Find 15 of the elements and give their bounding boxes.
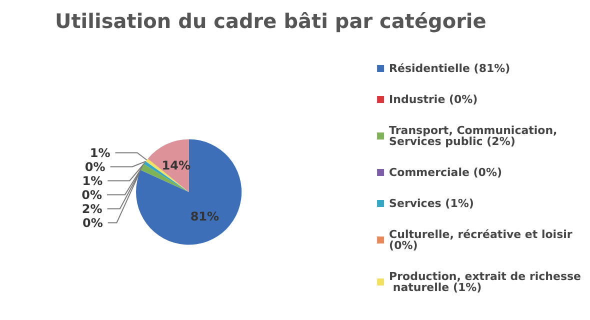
text: 0% [82, 216, 103, 230]
data-label: 81% [190, 210, 220, 224]
legend-label: Commerciale (0%) [389, 166, 502, 179]
data-label: 1% [82, 174, 103, 188]
chart-title: Utilisation du cadre bâti par catégorie [55, 9, 486, 33]
text: 0% [82, 188, 102, 202]
data-label: 2% [82, 202, 102, 216]
text: 0% [84, 160, 106, 174]
legend-label: Services (1%) [389, 197, 474, 210]
legend-label: Industrie (0%) [389, 93, 478, 106]
legend-label: Culturelle, récréative et loisir (0%) [389, 228, 576, 252]
legend-label: Résidentielle (81%) [389, 62, 510, 75]
legend-label: Production, extrait de richesse naturelle (1%) [389, 270, 582, 294]
legend-label: Transport, Communication, Services public (2%) [389, 124, 562, 148]
data-label: 1% [90, 146, 110, 160]
